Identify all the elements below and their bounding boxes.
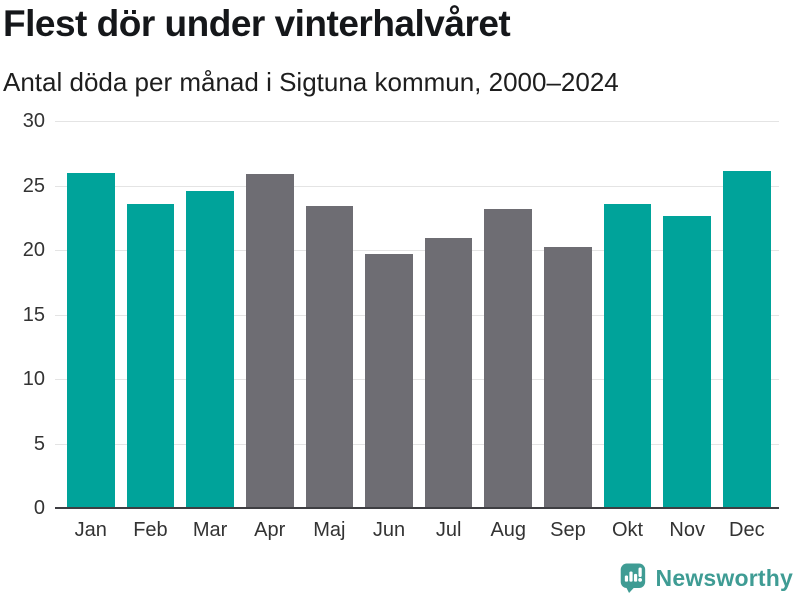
gridline-25 [55, 185, 779, 187]
bar-feb [126, 203, 175, 508]
page-title: Flest dör under vinterhalvåret [3, 3, 511, 44]
x-tick-label-nov: Nov [669, 519, 705, 541]
y-tick-label-25: 25 [22, 174, 45, 197]
y-tick-label-20: 20 [22, 239, 45, 261]
bar-aug [484, 208, 533, 508]
gridline-10 [55, 379, 779, 380]
bar-apr [245, 173, 294, 508]
page-subtitle: Antal döda per månad i Sigtuna kommun, 2… [3, 67, 619, 97]
brand-name: Newsworthy [655, 564, 793, 591]
x-tick-label-okt: Okt [611, 519, 644, 541]
x-tick-label-jul: Jul [435, 519, 462, 541]
gridline-5 [55, 443, 779, 445]
x-tick-label-dec: Dec [729, 519, 765, 541]
bar-nov [663, 216, 711, 508]
bar-mar [186, 190, 234, 508]
x-tick-label-maj: Maj [313, 519, 346, 541]
x-axis-line [55, 507, 779, 509]
bar-dec [723, 171, 771, 508]
y-tick-label-0: 0 [33, 497, 45, 519]
x-tick-label-feb: Feb [133, 519, 168, 541]
newsworthy-logo: Newsworthy [620, 561, 793, 595]
bar-jun [365, 253, 413, 508]
bar-jul [424, 238, 473, 508]
bar-sep [544, 247, 592, 508]
gridline-15 [55, 314, 779, 316]
x-tick-label-aug: Aug [490, 519, 527, 541]
gridline-20 [55, 250, 779, 251]
x-tick-label-jun: Jun [372, 519, 406, 541]
bar-jan [67, 172, 115, 508]
y-tick-label-15: 15 [22, 303, 45, 326]
x-tick-label-apr: Apr [254, 519, 286, 541]
gridline-30 [55, 121, 779, 122]
x-tick-label-sep: Sep [550, 519, 586, 541]
y-tick-label-10: 10 [22, 368, 45, 390]
plot-area [55, 121, 779, 508]
y-tick-label-30: 30 [22, 110, 45, 132]
bar-okt [603, 203, 652, 508]
chart-bubble-icon [620, 563, 647, 593]
y-tick-label-5: 5 [33, 432, 45, 455]
bar-maj [305, 206, 354, 508]
x-tick-label-jan: Jan [74, 519, 107, 541]
x-tick-label-mar: Mar [192, 519, 228, 541]
